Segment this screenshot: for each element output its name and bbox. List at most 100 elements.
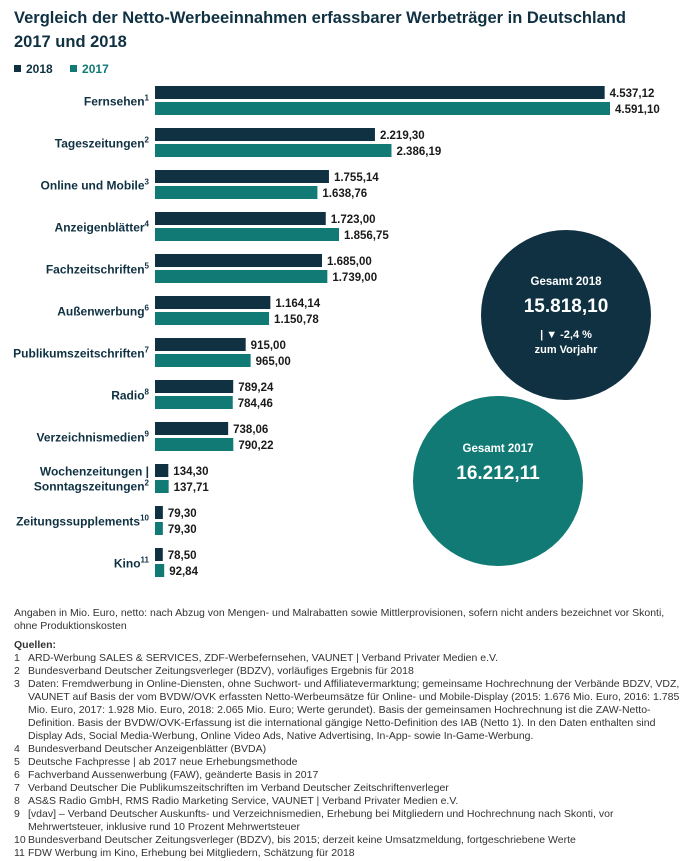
source-text: Bundesverband Deutscher Zeitungsverleger… (28, 834, 576, 846)
category-label-line2: Sonntagszeitungen2 (34, 479, 150, 494)
category-label: Fernsehen1 (84, 94, 150, 109)
bar-2018 (155, 296, 271, 309)
data-label-2018: 79,30 (168, 508, 197, 520)
data-label-2017: 1.856,75 (344, 230, 389, 242)
legend-label-2018: 2018 (26, 62, 53, 76)
category-footnote-ref: 4 (145, 220, 150, 229)
source-number: 4 (14, 743, 20, 755)
category-label: Fachzeitschriften5 (46, 262, 150, 277)
category-label: Außenwerbung6 (57, 304, 149, 319)
bar-2018 (155, 422, 229, 435)
data-label-2017: 784,46 (238, 398, 273, 410)
bar-2017 (155, 312, 270, 325)
total-2017-circle (413, 396, 583, 566)
bar-2017 (155, 354, 251, 367)
source-number: 11 (14, 847, 25, 859)
bar-2018 (155, 128, 375, 141)
source-item: 7 Verband Deutscher Die Publikumszeitschr… (14, 782, 682, 795)
category-footnote-ref: 11 (141, 556, 150, 565)
source-number: 5 (14, 756, 20, 768)
data-label-2018: 2.219,30 (380, 130, 425, 142)
bar-2018 (155, 380, 234, 393)
source-text: AS&S Radio GmbH, RMS Radio Marketing Ser… (28, 795, 459, 807)
source-item: 6 Fachverband Aussenwerbung (FAW), geände… (14, 769, 682, 782)
data-label-2017: 965,00 (256, 356, 291, 368)
source-item: 3 Daten: Fremdwerbung in Online-Diensten,… (14, 678, 682, 743)
category-footnote-ref: 10 (140, 514, 149, 523)
source-text: Verband Deutscher Die Publikumszeitschri… (28, 782, 449, 794)
source-item: 11 FDW Werbung im Kino, Erhebung bei Mitg… (14, 847, 682, 860)
source-text: [vdav] – Verband Deutscher Auskunfts- un… (28, 808, 614, 833)
source-item: 5 Deutsche Fachpresse | ab 2017 neue Erhe… (14, 756, 682, 769)
bar-2017 (155, 480, 169, 493)
legend-swatch-2017 (70, 65, 78, 72)
data-label-2018: 1.685,00 (327, 256, 372, 268)
category-label: Radio8 (111, 388, 149, 403)
category-footnote-ref: 9 (145, 430, 150, 439)
source-text: Bundesverband Deutscher Anzeigenblätter … (28, 743, 267, 755)
bar-2018 (155, 86, 605, 99)
category-footnote-ref: 7 (145, 346, 150, 355)
total-2017-title: Gesamt 2017 (463, 443, 534, 455)
source-number: 8 (14, 795, 20, 807)
total-2018-circle (481, 230, 651, 400)
bar-2017 (155, 564, 165, 577)
category-footnote-ref: 8 (145, 388, 150, 397)
legend-item-2017: 2017 (70, 62, 109, 76)
source-text: FDW Werbung im Kino, Erhebung bei Mitgli… (28, 847, 355, 859)
category-footnote-ref: 5 (145, 262, 150, 271)
data-label-2017: 2.386,19 (396, 146, 441, 158)
legend: 2018 2017 (14, 62, 123, 76)
bar-2018 (155, 254, 322, 267)
bar-2017 (155, 144, 392, 157)
legend-swatch-2018 (14, 65, 21, 72)
bar-2018 (155, 170, 329, 183)
source-item: 1 ARD-Werbung SALES & SERVICES, ZDF-Werbe… (14, 652, 682, 665)
sources-heading: Quellen: (14, 639, 57, 651)
chart-title-line2: 2017 und 2018 (14, 33, 127, 51)
category-footnote-ref: 2 (145, 136, 150, 145)
source-number: 3 (14, 678, 20, 690)
chart-title-line1: Vergleich der Netto-Werbeeinnahmen erfas… (14, 9, 626, 27)
bar-chart: Fernsehen1 4.537,12 4.591,10 Tageszeitungen… (13, 86, 660, 578)
source-item: 2 Bundesverband Deutscher Zeitungsverlege… (14, 665, 682, 678)
data-label-2018: 134,30 (173, 466, 208, 478)
source-item: 10 Bundesverband Deutscher Zeitungsverleg… (14, 834, 682, 847)
data-label-2018: 1.164,14 (275, 298, 320, 310)
category-label: Online und Mobile3 (41, 178, 150, 193)
total-2018-change: | ▼ -2,4 % (540, 329, 592, 341)
category-footnote-ref: 6 (145, 304, 150, 313)
bar-2017 (155, 102, 610, 115)
bar-2017 (155, 186, 318, 199)
source-text: Daten: Fremdwerbung in Online-Diensten, … (28, 678, 680, 742)
bar-2018 (155, 338, 246, 351)
bar-2017 (155, 270, 328, 283)
data-label-2018: 1.723,00 (331, 214, 376, 226)
source-item: 9 [vdav] – Verband Deutscher Auskunfts- u… (14, 808, 682, 834)
total-2018-change-label: zum Vorjahr (535, 344, 598, 356)
source-text: Deutsche Fachpresse | ab 2017 neue Erheb… (28, 756, 298, 768)
notes-intro: Angaben in Mio. Euro, netto: nach Abzug … (14, 607, 665, 632)
source-text: Fachverband Aussenwerbung (FAW), geänder… (28, 769, 319, 781)
total-2018-value: 15.818,10 (524, 296, 609, 317)
source-item: 4 Bundesverband Deutscher Anzeigenblätter… (14, 743, 682, 756)
bar-2017 (155, 438, 234, 451)
data-label-2018: 1.755,14 (334, 172, 379, 184)
data-label-2018: 78,50 (168, 550, 197, 562)
category-label: Tageszeitungen2 (55, 136, 150, 151)
data-label-2017: 1.638,76 (322, 188, 367, 200)
chart-title: Vergleich der Netto-Werbeeinnahmen erfas… (14, 6, 674, 54)
data-label-2017: 92,84 (169, 566, 198, 578)
bar-2018 (155, 548, 163, 561)
data-label-2017: 4.591,10 (615, 104, 660, 116)
category-label: Wochenzeitungen | (40, 465, 149, 479)
data-label-2018: 789,24 (238, 382, 274, 394)
category-label: Verzeichnismedien9 (37, 430, 150, 445)
source-text: Bundesverband Deutscher Zeitungsverleger… (28, 665, 414, 677)
bar-2017 (155, 396, 233, 409)
data-label-2018: 738,06 (233, 424, 268, 436)
source-number: 7 (14, 782, 20, 794)
sources-list: 1 ARD-Werbung SALES & SERVICES, ZDF-Werbe… (14, 652, 682, 860)
total-2017-value: 16.212,11 (456, 463, 540, 484)
data-label-2017: 137,71 (174, 482, 210, 494)
